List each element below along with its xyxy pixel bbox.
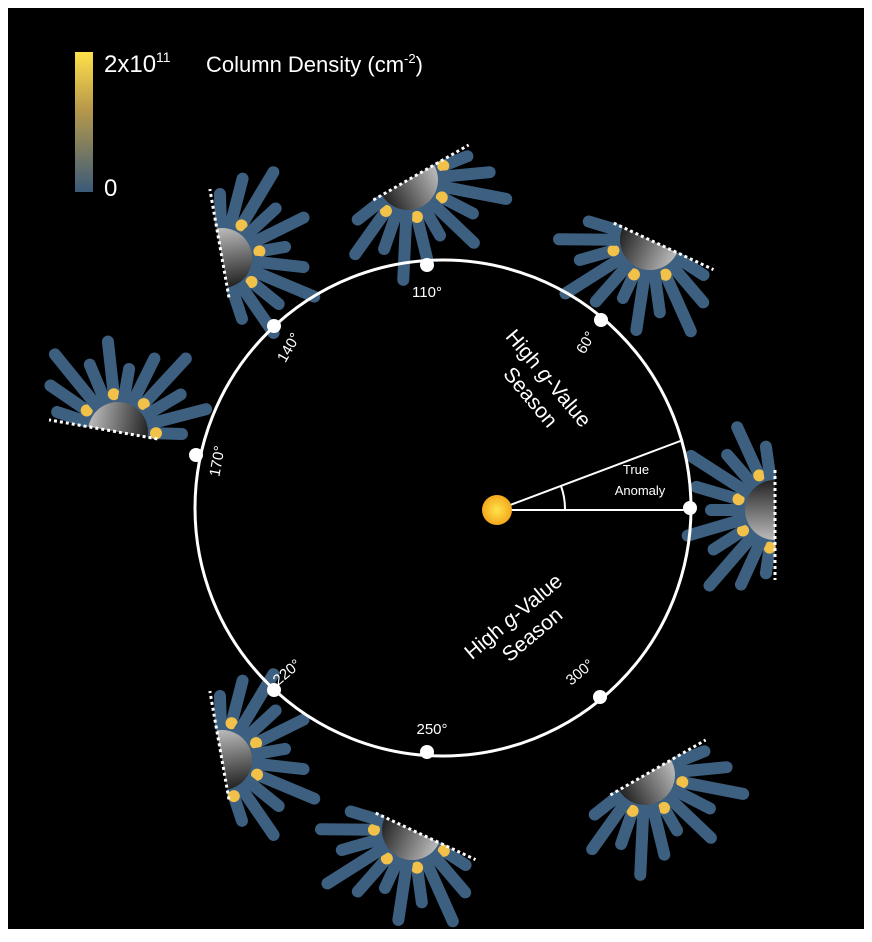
true-anomaly-label: Anomaly: [615, 483, 666, 498]
density-bar: [124, 369, 129, 399]
colorbar-title-exponent: -2: [404, 51, 416, 66]
colorbar-title-main: Column Density (cm: [206, 52, 404, 77]
colorbar: [75, 52, 93, 192]
colorbar-max-exponent: 11: [156, 49, 171, 65]
colorbar-max-base: 2x10: [104, 51, 156, 78]
diagram: 2x1011 Column Density (cm-2) 0 110° 60° …: [0, 0, 872, 937]
orbit-label: 250°: [416, 721, 447, 738]
colorbar-title-close: ): [416, 52, 423, 77]
density-bar: [216, 696, 225, 726]
colorbar-min: 0: [104, 175, 117, 202]
density-bar: [766, 447, 770, 477]
sun: [482, 495, 512, 525]
orbit-label: 110°: [412, 284, 442, 301]
colorbar-title: Column Density (cm-2): [206, 51, 423, 77]
true-anomaly-label: True: [623, 462, 649, 477]
density-bar: [216, 194, 225, 224]
density-bar: [255, 749, 285, 754]
page: 2x1011 Column Density (cm-2) 0 110° 60° …: [0, 0, 872, 937]
